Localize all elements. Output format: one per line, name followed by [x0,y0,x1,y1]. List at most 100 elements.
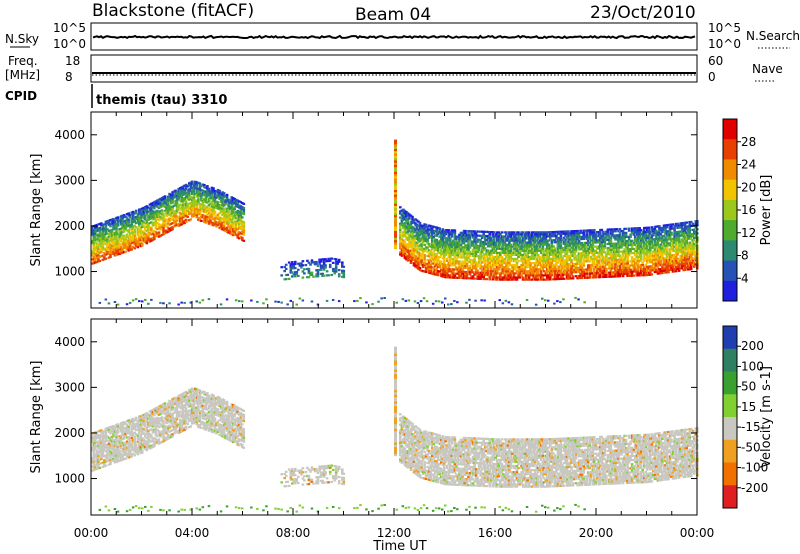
power-cell [216,203,220,206]
power-cell [512,247,516,250]
power-cell [222,227,226,230]
power-cell [602,234,605,238]
power-cell [652,262,655,266]
power-cell [238,224,241,228]
power-cell [567,248,570,251]
power-cell [514,243,517,246]
power-cell [611,230,614,233]
power-cell [452,260,455,263]
power-cell [429,253,432,256]
power-cell [559,234,563,237]
power-cell [139,245,143,248]
power-cell [602,261,605,264]
power-cell [103,252,106,255]
power-cell [609,244,613,247]
power-cell [433,234,437,237]
power-cell [181,212,185,215]
power-cell [618,258,622,261]
power-cell [200,219,203,222]
power-cell [499,247,502,250]
power-cell [538,247,541,250]
power-cell [486,253,490,256]
power-cell [134,217,138,221]
power-cell [635,272,638,275]
power-cell [591,251,595,254]
power-cell [423,235,426,238]
power-cell [221,226,224,229]
power-cell [435,259,438,262]
power-cell [615,236,619,239]
power-cell [156,232,159,235]
power-cell [213,210,217,213]
power-cell [219,200,223,203]
power-cell [92,257,96,260]
power-cell [677,247,681,250]
power-cell [643,267,646,271]
power-cell [538,249,541,252]
power-cell [505,251,508,254]
power-cell [689,249,693,252]
power-cell [482,241,485,244]
power-cell [614,242,617,245]
power-cell [689,220,693,223]
power-cell [201,183,205,186]
power-cell [620,260,623,263]
power-cell [447,237,451,240]
power-cell [224,195,227,198]
power-cell [571,244,575,247]
power-cell [447,262,451,265]
power-cell [468,236,472,239]
power-cell [659,270,663,273]
power-cell [426,234,429,237]
power-cell [573,252,576,255]
power-cell [233,222,236,225]
power-cell [562,240,566,243]
power-cell [547,259,551,263]
power-cell [685,225,688,228]
power-cell [215,204,218,207]
power-cell [201,191,205,194]
power-cell [620,246,623,249]
power-cell [406,228,410,231]
power-cell [579,256,582,259]
power-cell [241,232,244,235]
power-cell [638,274,641,277]
power-cell [121,214,124,217]
power-cell [201,208,205,211]
power-cell [458,266,461,269]
power-cell [461,272,464,275]
power-cell [561,232,564,235]
power-cell [509,272,513,275]
power-cell [467,250,470,253]
power-cell [505,253,508,256]
power-cell [174,222,177,225]
power-cell [665,224,669,227]
power-cell [573,238,576,241]
power-cell [538,245,541,248]
power-cell [474,269,478,272]
power-cell [559,232,563,235]
power-cell [509,251,513,254]
power-cell [558,269,561,272]
power-cell [659,233,663,236]
power-cell [427,236,431,239]
power-cell [184,185,188,189]
power-cell [426,228,429,231]
power-cell [194,201,197,204]
nsearch-tick-bottom: 10^0 [708,37,741,51]
power-cell [497,239,501,242]
power-cell [546,233,549,236]
power-cell [539,270,543,273]
power-cell [421,270,425,273]
power-cell [230,196,233,199]
power-cell [447,270,451,273]
power-cell [483,234,487,238]
power-cell [436,263,440,267]
power-cell [579,242,582,245]
power-cell [438,241,441,244]
power-cell [402,241,405,244]
power-cell [156,211,159,214]
power-cell [455,237,458,240]
power-cell [125,223,129,226]
power-cell [430,272,434,275]
